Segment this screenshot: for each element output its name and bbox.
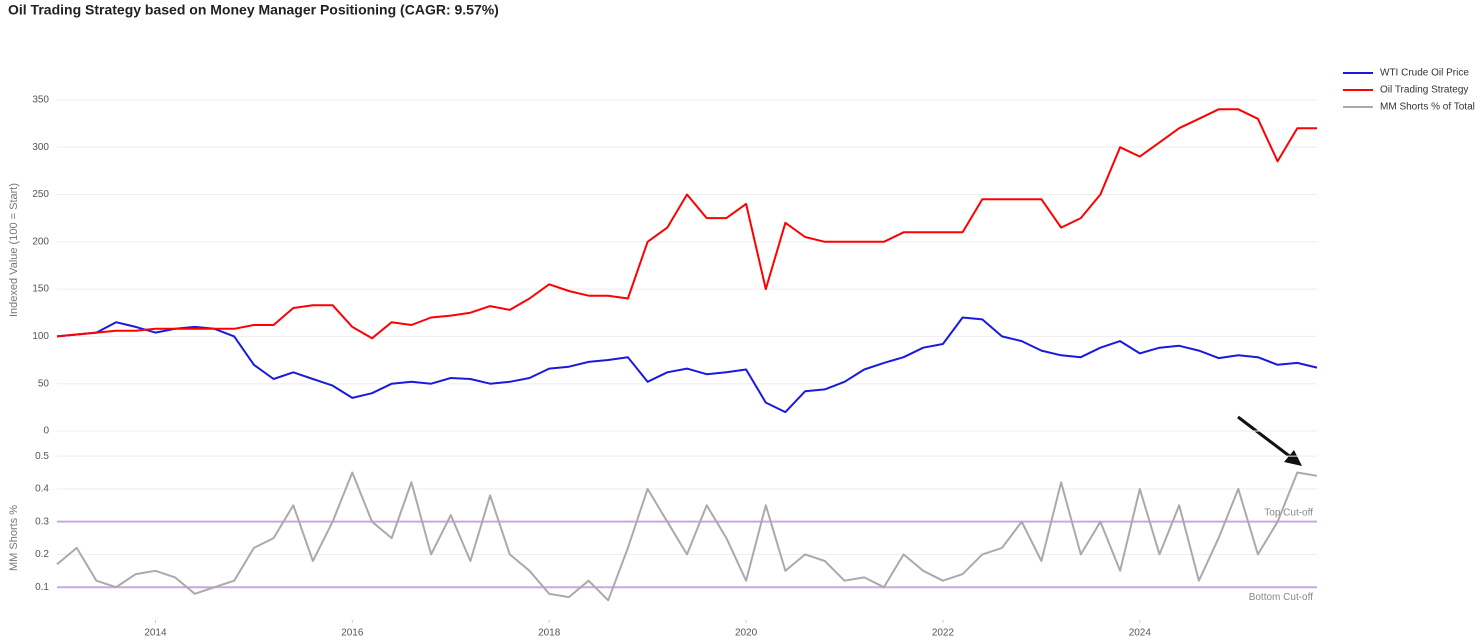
arrow — [1237, 415, 1302, 466]
y-tick-label: 0.4 — [35, 484, 49, 495]
x-tick-label: 2016 — [341, 628, 364, 639]
cutoff-label: Bottom Cut-off — [1249, 592, 1314, 603]
series-line — [56, 316, 1318, 414]
y-tick-label: 0 — [43, 426, 49, 437]
y-tick-label: 250 — [32, 189, 49, 200]
x-tick-label: 2018 — [538, 628, 561, 639]
y-axis-label: Indexed Value (100 = Start) — [8, 183, 20, 317]
y-tick-label: 100 — [32, 331, 49, 342]
series-line — [56, 108, 1317, 340]
legend-label: MM Shorts % of Total — [1380, 102, 1475, 113]
y-tick-label: 200 — [32, 236, 49, 247]
y-tick-label: 0.2 — [35, 549, 49, 560]
y-tick-label: 0.3 — [35, 516, 49, 527]
legend-label: Oil Trading Strategy — [1380, 85, 1468, 96]
x-tick-label: 2014 — [144, 628, 167, 639]
legend-label: WTI Crude Oil Price — [1380, 68, 1469, 79]
y-tick-label: 0.1 — [35, 582, 49, 593]
x-tick-label: 2024 — [1129, 628, 1152, 639]
chart-title: Oil Trading Strategy based on Money Mana… — [8, 2, 499, 18]
y-tick-label: 300 — [32, 142, 49, 153]
cutoff-label: Top Cut-off — [1264, 507, 1313, 518]
x-tick-label: 2022 — [932, 628, 955, 639]
y-tick-label: 350 — [32, 94, 49, 105]
y-tick-label: 50 — [38, 378, 50, 389]
y-tick-label: 0.5 — [35, 451, 49, 462]
y-axis-label: MM Shorts % — [8, 505, 20, 571]
series-line — [56, 471, 1318, 602]
x-tick-label: 2020 — [735, 628, 758, 639]
y-tick-label: 150 — [32, 284, 49, 295]
